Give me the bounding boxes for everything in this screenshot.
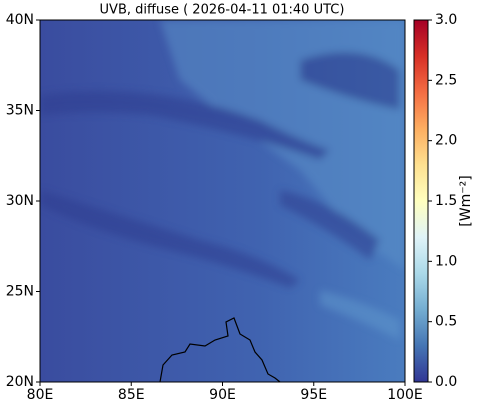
colorbar [413, 19, 429, 383]
x-tick-label: 100E [387, 387, 423, 403]
x-tick-label: 80E [27, 387, 54, 403]
colorbar-tick-label: 1.5 [435, 193, 457, 209]
y-tick-label: 25N [6, 284, 34, 300]
x-tick-label: 95E [300, 387, 327, 403]
colorbar-tick-label: 0.0 [435, 374, 457, 390]
y-tick-label: 40N [6, 12, 34, 28]
colorbar-label: [Wm⁻²] [458, 175, 474, 226]
y-tick-label: 30N [6, 193, 34, 209]
coastline [159, 317, 281, 383]
y-tick-label: 20N [6, 374, 34, 390]
x-tick-label: 90E [209, 387, 236, 403]
colorbar-tick-label: 1.0 [435, 253, 457, 269]
y-tick-label: 35N [6, 103, 34, 119]
x-tick-label: 85E [118, 387, 145, 403]
colorbar-tick-label: 3.0 [435, 12, 457, 28]
colorbar-tick-label: 0.5 [435, 314, 457, 330]
chart-title: UVB, diffuse ( 2026-04-11 01:40 UTC) [100, 3, 345, 18]
colorbar-tick-label: 2.5 [435, 72, 457, 88]
map-field [40, 20, 405, 382]
colorbar-tick-label: 2.0 [435, 133, 457, 149]
